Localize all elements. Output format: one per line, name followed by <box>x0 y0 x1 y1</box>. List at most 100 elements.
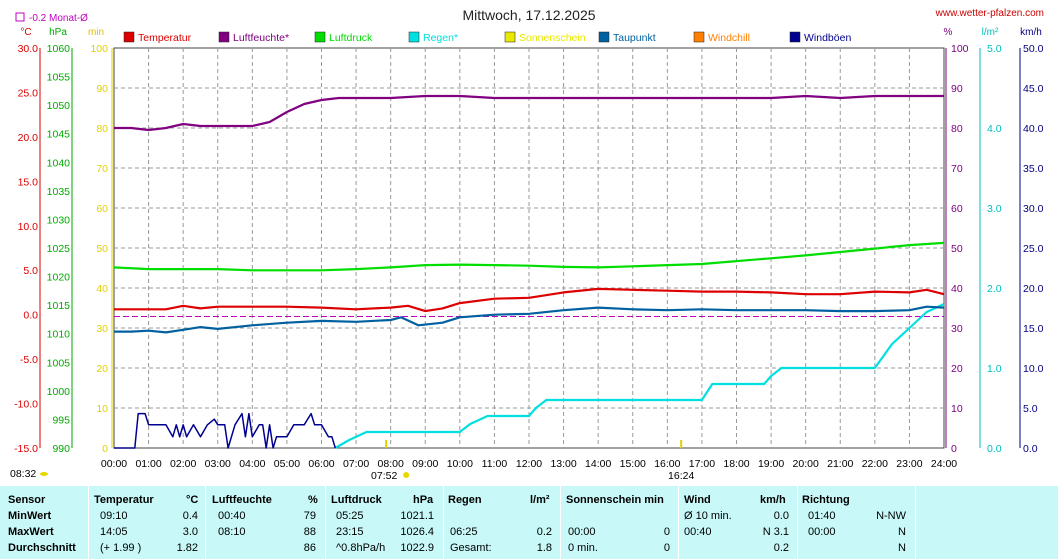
cell-d-val: N <box>898 542 906 554</box>
x-tick-label: 03:00 <box>205 458 231 470</box>
legend-swatch <box>598 31 610 43</box>
cell-r-val: 0.2 <box>536 526 552 538</box>
legend-label: Regen* <box>423 32 458 44</box>
cell-label: MaxWert <box>8 526 54 538</box>
pressure-tick-label: 1055 <box>47 72 71 84</box>
wind-tick-label: 20.0 <box>1023 283 1044 295</box>
x-tick-label: 06:00 <box>308 458 334 470</box>
humidity-tick-label: 70 <box>951 163 963 175</box>
cell-r-time: Gesamt: <box>450 542 492 554</box>
pressure-tick-label: 1000 <box>47 386 71 398</box>
x-tick-label: 20:00 <box>793 458 819 470</box>
temp-tick-label: 15.0 <box>18 176 39 188</box>
wind-tick-label: 40.0 <box>1023 123 1044 135</box>
cell-t-time: (+ 1.99 ) <box>100 542 142 554</box>
temp-tick-label: -5.0 <box>20 354 38 366</box>
x-tick-label: 23:00 <box>896 458 922 470</box>
x-tick-label: 14:00 <box>585 458 611 470</box>
weather-chart: Mittwoch, 17.12.2025 www.wetter-pfalzen.c… <box>10 7 1044 482</box>
x-tick-label: 09:00 <box>412 458 438 470</box>
sun-tick-label: 10 <box>96 403 108 415</box>
cell-label: MinWert <box>8 510 52 522</box>
cell-label: Durchschnitt <box>8 542 76 554</box>
cell-s-time: 0 min. <box>568 542 598 554</box>
cell-h-val: 79 <box>303 510 316 522</box>
humidity-tick-label: 80 <box>951 123 963 135</box>
x-tick-label: 18:00 <box>723 458 749 470</box>
header-temp-unit: °C <box>186 494 199 506</box>
legend-label: Taupunkt <box>613 32 656 44</box>
cell-p-val: 1022.9 <box>400 542 434 554</box>
sun-tick-label: 60 <box>96 203 108 215</box>
sun-icon <box>403 472 410 478</box>
legend-swatch <box>408 31 420 43</box>
table-header-row: Sensor Temperatur °C Luftfeuchte % Luftd… <box>0 492 1058 508</box>
series-line-3 <box>334 303 945 449</box>
table-row: MaxWert 14:05 3.0 08:10 88 23:15 1026.4 06:25 0.… <box>0 524 1058 540</box>
rain-tick-label: 1.0 <box>987 363 1002 375</box>
temp-tick-label: 0.0 <box>23 310 38 322</box>
pressure-tick-label: 1050 <box>47 100 71 112</box>
wind-tick-label: 30.0 <box>1023 203 1044 215</box>
temp-tick-label: 10.0 <box>18 221 39 233</box>
cell-h-time: 00:40 <box>218 510 246 522</box>
header-luftdruck: Luftdruck <box>331 494 382 506</box>
humidity-tick-label: 90 <box>951 83 963 95</box>
temp-tick-label: 25.0 <box>18 87 39 99</box>
unit-hpa: hPa <box>49 27 67 38</box>
series-line-1 <box>114 94 944 132</box>
unit-min: min <box>88 27 104 38</box>
cell-t-val: 3.0 <box>182 526 198 538</box>
unit-lm2: l/m² <box>982 27 999 38</box>
sun-tick-label: 80 <box>96 123 108 135</box>
site-url: www.wetter-pfalzen.com <box>935 8 1044 19</box>
sunset-label: 16:24 <box>668 470 694 482</box>
wind-tick-label: 35.0 <box>1023 163 1044 175</box>
month-avg-note: -0.2 Monat-Ø <box>29 13 88 24</box>
header-sonnenschein: Sonnenschein min <box>566 494 664 506</box>
month-avg-marker-icon <box>15 12 25 22</box>
legend-label: Luftdruck <box>329 32 373 44</box>
x-tick-label: 24:00 <box>931 458 957 470</box>
rain-tick-label: 4.0 <box>987 123 1002 135</box>
cell-h-val: 86 <box>303 542 316 554</box>
cell-d-time: 00:00 <box>808 526 836 538</box>
legend-swatch <box>693 31 705 43</box>
cell-w-val: 0.0 <box>773 510 789 522</box>
x-tick-label: 05:00 <box>274 458 300 470</box>
sun-tick-label: 90 <box>96 83 108 95</box>
statistics-table: Sensor Temperatur °C Luftfeuchte % Luftd… <box>0 486 1058 559</box>
sun-tick-label: 100 <box>90 43 108 55</box>
temp-tick-label: 30.0 <box>18 43 39 55</box>
pressure-tick-label: 1060 <box>47 43 71 55</box>
x-tick-label: 04:00 <box>239 458 265 470</box>
x-tick-label: 12:00 <box>516 458 542 470</box>
x-tick-label: 21:00 <box>827 458 853 470</box>
header-temperatur: Temperatur <box>94 494 154 506</box>
x-tick-label: 17:00 <box>689 458 715 470</box>
unit-celsius: °C <box>20 27 31 38</box>
rain-tick-label: 5.0 <box>987 43 1002 55</box>
cell-h-time: 08:10 <box>218 526 246 538</box>
wind-tick-label: 0.0 <box>1023 443 1038 455</box>
cell-s-val: 0 <box>663 542 670 554</box>
wind-tick-label: 50.0 <box>1023 43 1044 55</box>
series-line-2 <box>113 241 945 272</box>
moon-icon <box>40 472 48 476</box>
legend-label: Luftfeuchte* <box>233 32 289 44</box>
pressure-tick-label: 1040 <box>47 157 71 169</box>
humidity-tick-label: 40 <box>951 283 963 295</box>
sun-tick-label: 20 <box>96 363 108 375</box>
header-wind: Wind <box>684 494 711 506</box>
cell-w-val: 0.2 <box>773 542 789 554</box>
humidity-tick-label: 50 <box>951 243 963 255</box>
pressure-tick-label: 990 <box>52 443 70 455</box>
header-richtung: Richtung <box>802 494 850 506</box>
humidity-tick-label: 60 <box>951 203 963 215</box>
cell-h-val: 88 <box>303 526 316 538</box>
cell-r-time: 06:25 <box>450 526 478 538</box>
humidity-tick-label: 30 <box>951 323 963 335</box>
cell-w-val: N 3.1 <box>762 526 789 538</box>
legend-swatch <box>314 31 326 43</box>
humidity-tick-label: 20 <box>951 363 963 375</box>
